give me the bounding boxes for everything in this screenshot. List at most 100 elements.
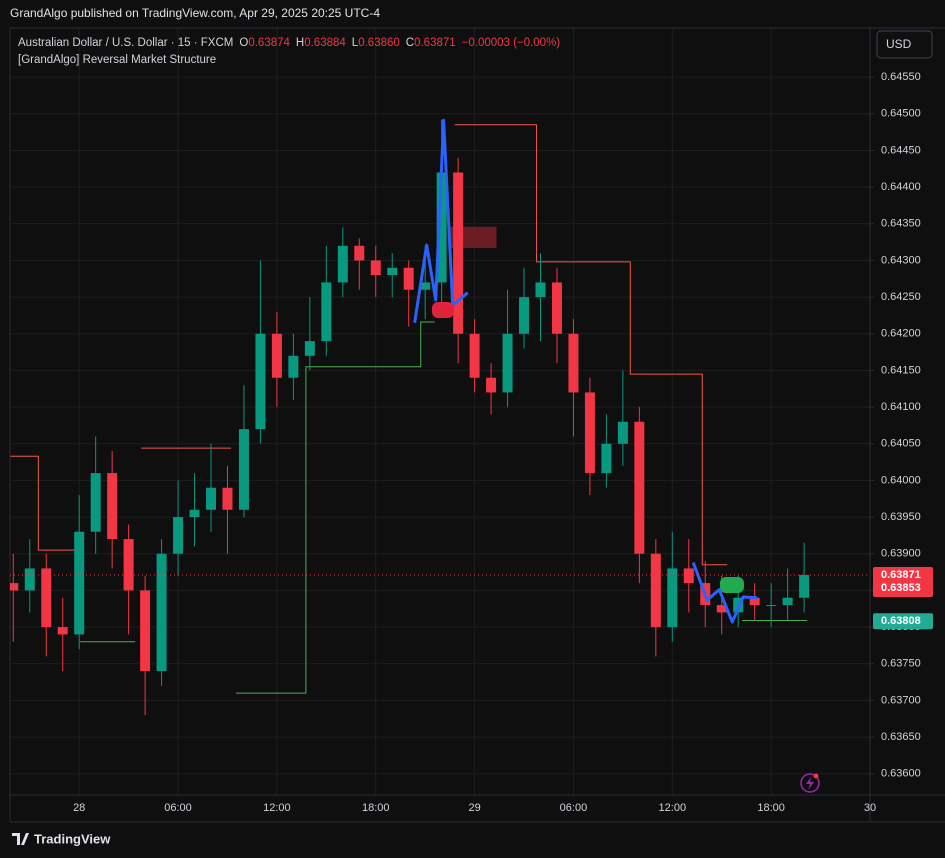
- symbol: Australian Dollar / U.S. Dollar · 15 · F…: [18, 37, 234, 49]
- y-tick-label: 0.64400: [881, 181, 921, 193]
- last-price: 0.63871: [881, 569, 921, 581]
- x-tick-label: 18:00: [362, 802, 390, 814]
- indicator-line: [10, 455, 76, 551]
- candle-body: [255, 333, 266, 430]
- candle-body: [41, 568, 52, 628]
- candle-body: [486, 377, 497, 393]
- candle-body: [387, 267, 398, 276]
- y-tick-label: 0.64450: [881, 144, 921, 156]
- candle-body: [436, 172, 447, 283]
- candle-body: [74, 531, 85, 635]
- candle-body: [420, 282, 431, 290]
- y-tick-label: 0.64550: [881, 71, 921, 83]
- buy-signal: [720, 577, 744, 593]
- y-tick-label: 0.64500: [881, 108, 921, 120]
- legend: Australian Dollar / U.S. Dollar · 15 · F…: [18, 35, 560, 69]
- candle-body: [799, 575, 810, 598]
- price-label-box: [873, 613, 933, 630]
- candle-body: [782, 597, 793, 606]
- x-tick-label: 06:00: [164, 802, 192, 814]
- candle-body: [304, 341, 315, 356]
- candle-body: [667, 568, 678, 628]
- y-tick-label: 0.64250: [881, 291, 921, 303]
- candle-body: [238, 429, 249, 510]
- candle-body: [189, 509, 200, 518]
- indicator: [GrandAlgo] Reversal Market Structure: [18, 54, 217, 66]
- candle-body: [123, 539, 134, 591]
- price-label: 0.63808: [881, 615, 921, 627]
- candle-body: [271, 333, 282, 378]
- x-tick-label: 18:00: [757, 802, 785, 814]
- candle-body: [535, 282, 546, 298]
- brand: TradingView: [34, 831, 111, 846]
- x-tick-label: 30: [864, 802, 876, 814]
- x-tick-label: 29: [468, 802, 480, 814]
- sell-signal: [432, 302, 454, 318]
- y-tick-label: 0.63700: [881, 694, 921, 706]
- candle-body: [57, 627, 68, 635]
- candle-body: [10, 583, 19, 591]
- price-label-box: [873, 580, 933, 597]
- logo: [12, 833, 29, 845]
- indicator-line: [454, 124, 728, 566]
- candle-body: [140, 590, 151, 672]
- indicator-line: [413, 118, 469, 324]
- y-tick-label: 0.64350: [881, 218, 921, 230]
- x-tick-label: 12:00: [659, 802, 687, 814]
- candle-body: [24, 568, 35, 591]
- currency[interactable]: USD: [886, 37, 912, 51]
- y-tick-label: 0.63950: [881, 511, 921, 523]
- currency-button[interactable]: [876, 30, 933, 59]
- indicator-line: [691, 562, 758, 624]
- x-tick-label: 06:00: [560, 802, 588, 814]
- candle-body: [766, 605, 777, 607]
- candle-body: [617, 421, 628, 444]
- ohlc-key: L: [351, 37, 359, 49]
- candle-body: [601, 443, 612, 474]
- y-tick-label: 0.64200: [881, 328, 921, 340]
- x-tick-label: 12:00: [263, 802, 291, 814]
- publisher: GrandAlgo published on TradingView.com, …: [10, 6, 380, 20]
- y-tick-label: 0.64150: [881, 364, 921, 376]
- candle-body: [337, 245, 348, 283]
- y-tick-label: 0.64300: [881, 254, 921, 266]
- ohlc-value: 0.63871: [414, 37, 456, 49]
- alert-icon[interactable]: [800, 773, 820, 793]
- change: −0.00003 (−0.00%): [461, 37, 561, 49]
- ohlc-key: C: [405, 37, 415, 49]
- candle-body: [634, 421, 645, 554]
- y-tick-label: 0.63900: [881, 548, 921, 560]
- indicator-line: [236, 321, 435, 694]
- ohlc-key: O: [239, 37, 249, 49]
- candle-body: [584, 392, 595, 474]
- alert-dot: [813, 773, 819, 779]
- candle-body: [716, 605, 727, 613]
- candle-body: [107, 473, 118, 540]
- ohlc-value: 0.63884: [304, 37, 346, 49]
- candle-body: [650, 553, 661, 628]
- candle-body: [403, 267, 414, 290]
- y-tick-label: 0.64000: [881, 474, 921, 486]
- candle-body: [749, 597, 760, 606]
- legend-row: Australian Dollar / U.S. Dollar · 15 · F…: [18, 35, 560, 52]
- y-tick-label: 0.63650: [881, 731, 921, 743]
- candle-body: [156, 553, 167, 672]
- ohlc-value: 0.63860: [358, 37, 400, 49]
- candle-body: [519, 297, 530, 334]
- y-tick-label: 0.63750: [881, 658, 921, 670]
- candle-body: [568, 333, 579, 393]
- y-tick-label: 0.63600: [881, 768, 921, 780]
- candle-body: [173, 517, 184, 554]
- candle-body: [502, 333, 513, 393]
- candle-body: [205, 487, 216, 510]
- candle-body: [354, 245, 365, 261]
- ohlc-value: 0.63874: [248, 37, 290, 49]
- candle-body: [321, 282, 332, 342]
- ohlc-key: H: [295, 37, 305, 49]
- price-label: 0.63853: [881, 582, 921, 594]
- alert-icon: [806, 777, 814, 790]
- candle-body: [551, 282, 562, 334]
